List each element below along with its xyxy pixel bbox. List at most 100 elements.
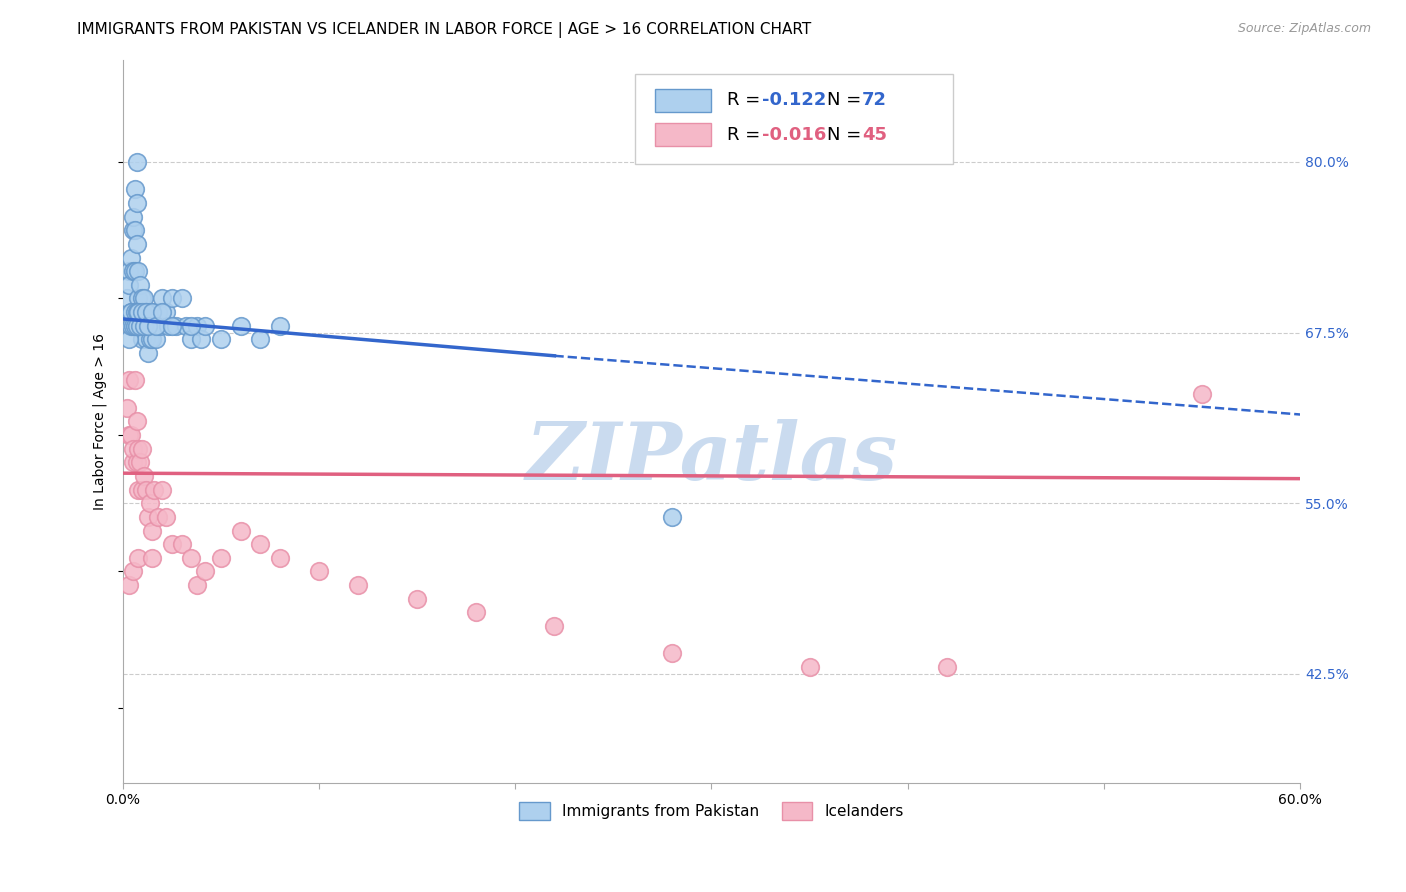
Point bbox=[124, 305, 146, 319]
Point bbox=[146, 305, 169, 319]
Point bbox=[347, 578, 370, 592]
Point bbox=[139, 318, 162, 333]
Text: R =: R = bbox=[727, 91, 766, 109]
Point bbox=[135, 305, 157, 319]
Point bbox=[146, 509, 169, 524]
Point bbox=[135, 483, 157, 497]
Point bbox=[125, 236, 148, 251]
Point bbox=[308, 565, 330, 579]
Text: -0.122: -0.122 bbox=[762, 91, 827, 109]
Point bbox=[118, 428, 141, 442]
Point bbox=[115, 401, 138, 415]
Point bbox=[155, 509, 177, 524]
Point bbox=[124, 373, 146, 387]
Point bbox=[124, 264, 146, 278]
Point bbox=[180, 550, 202, 565]
Point bbox=[121, 223, 143, 237]
Point bbox=[120, 318, 142, 333]
FancyBboxPatch shape bbox=[636, 74, 953, 164]
Point bbox=[799, 660, 821, 674]
Point bbox=[160, 292, 183, 306]
Point bbox=[465, 606, 488, 620]
Point bbox=[128, 292, 150, 306]
Point bbox=[136, 509, 159, 524]
Point bbox=[661, 509, 683, 524]
Point bbox=[118, 373, 141, 387]
Point bbox=[125, 455, 148, 469]
Point bbox=[543, 619, 565, 633]
Point bbox=[149, 318, 172, 333]
Y-axis label: In Labor Force | Age > 16: In Labor Force | Age > 16 bbox=[93, 333, 107, 510]
Point bbox=[170, 292, 193, 306]
Point bbox=[121, 264, 143, 278]
Point bbox=[134, 292, 156, 306]
Point bbox=[128, 318, 150, 333]
Point bbox=[406, 591, 429, 606]
Point bbox=[134, 318, 156, 333]
Point bbox=[186, 578, 208, 592]
Point bbox=[134, 469, 156, 483]
Point bbox=[124, 182, 146, 196]
Point bbox=[128, 264, 150, 278]
Point bbox=[150, 292, 173, 306]
Point bbox=[661, 646, 683, 660]
Point bbox=[120, 251, 142, 265]
Point bbox=[120, 428, 142, 442]
Point bbox=[128, 442, 150, 456]
Point bbox=[120, 305, 142, 319]
Point bbox=[141, 333, 163, 347]
Point bbox=[131, 483, 153, 497]
Text: ZIPatlas: ZIPatlas bbox=[526, 418, 897, 496]
Point bbox=[121, 318, 143, 333]
Point bbox=[136, 346, 159, 360]
Point bbox=[129, 318, 152, 333]
Text: IMMIGRANTS FROM PAKISTAN VS ICELANDER IN LABOR FORCE | AGE > 16 CORRELATION CHAR: IMMIGRANTS FROM PAKISTAN VS ICELANDER IN… bbox=[77, 22, 811, 38]
FancyBboxPatch shape bbox=[655, 88, 711, 112]
Point bbox=[139, 496, 162, 510]
Point bbox=[121, 442, 143, 456]
Point bbox=[124, 318, 146, 333]
Point bbox=[229, 318, 252, 333]
Point bbox=[194, 565, 217, 579]
Point bbox=[131, 333, 153, 347]
Point bbox=[134, 318, 156, 333]
Point bbox=[120, 305, 142, 319]
Point bbox=[190, 333, 212, 347]
Point bbox=[186, 318, 208, 333]
Point bbox=[269, 550, 291, 565]
Point bbox=[180, 318, 202, 333]
Text: R =: R = bbox=[727, 126, 766, 144]
Text: -0.016: -0.016 bbox=[762, 126, 827, 144]
Point bbox=[160, 318, 183, 333]
Point bbox=[131, 318, 153, 333]
Point bbox=[118, 333, 141, 347]
Point bbox=[128, 550, 150, 565]
Point bbox=[150, 305, 173, 319]
Point bbox=[156, 318, 179, 333]
Point bbox=[124, 223, 146, 237]
Legend: Immigrants from Pakistan, Icelanders: Immigrants from Pakistan, Icelanders bbox=[513, 797, 910, 826]
Point bbox=[125, 155, 148, 169]
Point bbox=[935, 660, 957, 674]
Point bbox=[143, 318, 166, 333]
Point bbox=[129, 455, 152, 469]
Point bbox=[118, 264, 141, 278]
Point bbox=[209, 550, 232, 565]
Point bbox=[155, 305, 177, 319]
Point bbox=[121, 565, 143, 579]
Point bbox=[136, 318, 159, 333]
Point bbox=[131, 442, 153, 456]
Point bbox=[131, 305, 153, 319]
Point bbox=[141, 550, 163, 565]
Point bbox=[129, 277, 152, 292]
Point bbox=[125, 414, 148, 428]
Point bbox=[1191, 387, 1213, 401]
Point bbox=[160, 537, 183, 551]
Point bbox=[118, 578, 141, 592]
Point bbox=[180, 333, 202, 347]
Text: 45: 45 bbox=[862, 126, 887, 144]
Point bbox=[165, 318, 187, 333]
Point bbox=[129, 318, 152, 333]
Point bbox=[249, 537, 271, 551]
Point bbox=[125, 195, 148, 210]
